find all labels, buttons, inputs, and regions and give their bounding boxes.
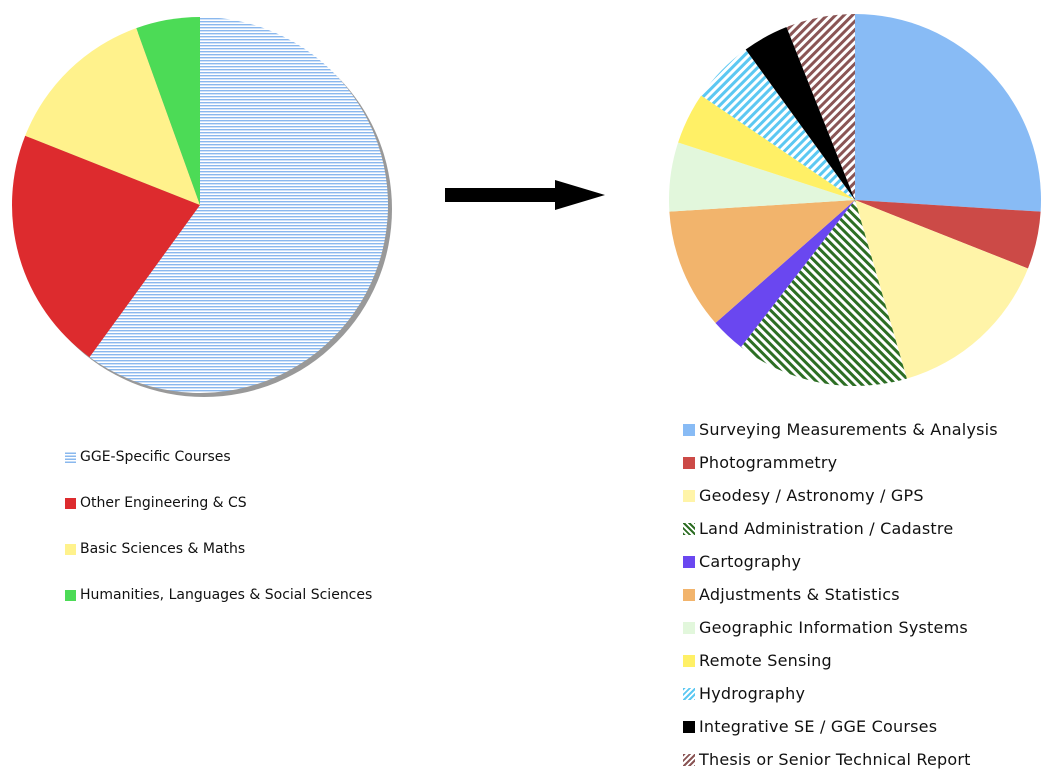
legend-swatch xyxy=(65,498,76,509)
legend-item: Integrative SE / GGE Courses xyxy=(683,717,937,736)
legend-label: Cartography xyxy=(699,552,802,571)
legend-item: Other Engineering & CS xyxy=(65,495,375,512)
legend-label: Geographic Information Systems xyxy=(699,618,968,637)
legend-label: Integrative SE / GGE Courses xyxy=(699,717,938,736)
legend-label: Hydrography xyxy=(699,684,806,703)
legend-swatch xyxy=(683,424,695,436)
legend-label: Thesis or Senior Technical Report xyxy=(699,750,971,769)
pie-slice xyxy=(855,200,1041,269)
legend-label: Geodesy / Astronomy / GPS xyxy=(699,486,924,505)
pie-slice xyxy=(786,14,855,200)
legend-swatch xyxy=(683,622,695,634)
pie-slice xyxy=(701,49,855,200)
legend-swatch xyxy=(683,589,695,601)
legend-swatch xyxy=(683,754,695,766)
legend-label: Photogrammetry xyxy=(699,453,838,472)
legend-item: Thesis or Senior Technical Report xyxy=(683,750,971,769)
legend-swatch xyxy=(683,721,695,733)
legend-item: GGE-Specific Courses xyxy=(65,449,375,466)
legend-label: Land Administration / Cadastre xyxy=(699,519,954,538)
legend-label: Adjustments & Statistics xyxy=(699,585,900,604)
pie-slice xyxy=(25,28,200,206)
legend-item: Adjustments & Statistics xyxy=(683,585,900,604)
legend-label: Basic Sciences & Maths xyxy=(80,541,246,557)
pie-slice xyxy=(12,135,201,358)
pie-slice xyxy=(669,142,855,212)
legend-item: Remote Sensing xyxy=(683,651,832,670)
legend-label: Surveying Measurements & Analysis xyxy=(699,420,998,439)
legend-label: GGE-Specific Courses xyxy=(80,449,231,465)
pie-slice xyxy=(136,17,200,205)
pie-slice xyxy=(745,27,855,201)
legend-swatch xyxy=(683,523,695,535)
legend-item: Geodesy / Astronomy / GPS xyxy=(683,486,924,505)
pie-slice xyxy=(855,200,1028,379)
legend-item: Surveying Measurements & Analysis xyxy=(683,420,998,439)
legend-item: Geographic Information Systems xyxy=(683,618,968,637)
legend-item: Basic Sciences & Maths xyxy=(65,541,375,558)
legend-swatch xyxy=(65,590,76,601)
pie-slice xyxy=(669,200,855,324)
legend-swatch xyxy=(683,556,695,568)
pie-slice xyxy=(715,200,855,347)
pie-slice xyxy=(89,17,389,393)
legend-item: Humanities, Languages & Social Sciences xyxy=(65,587,375,604)
legend-item: Photogrammetry xyxy=(683,453,837,472)
pie-slice xyxy=(678,95,855,200)
legend-swatch xyxy=(65,452,76,463)
legend-swatch xyxy=(65,544,76,555)
legend-swatch xyxy=(683,655,695,667)
legend-item: Land Administration / Cadastre xyxy=(683,519,953,538)
legend-label: Remote Sensing xyxy=(699,651,832,670)
legend-item: Cartography xyxy=(683,552,801,571)
legend-item: Hydrography xyxy=(683,684,805,703)
legend-swatch xyxy=(683,490,695,502)
legend-swatch xyxy=(683,457,695,469)
legend-swatch xyxy=(683,688,695,700)
pie-slice xyxy=(855,14,1041,212)
arrow xyxy=(445,180,605,210)
legend-label: Other Engineering & CS xyxy=(80,495,247,511)
pie-slice xyxy=(740,200,907,387)
legend-label: Humanities, Languages & Social Sciences xyxy=(80,587,373,603)
